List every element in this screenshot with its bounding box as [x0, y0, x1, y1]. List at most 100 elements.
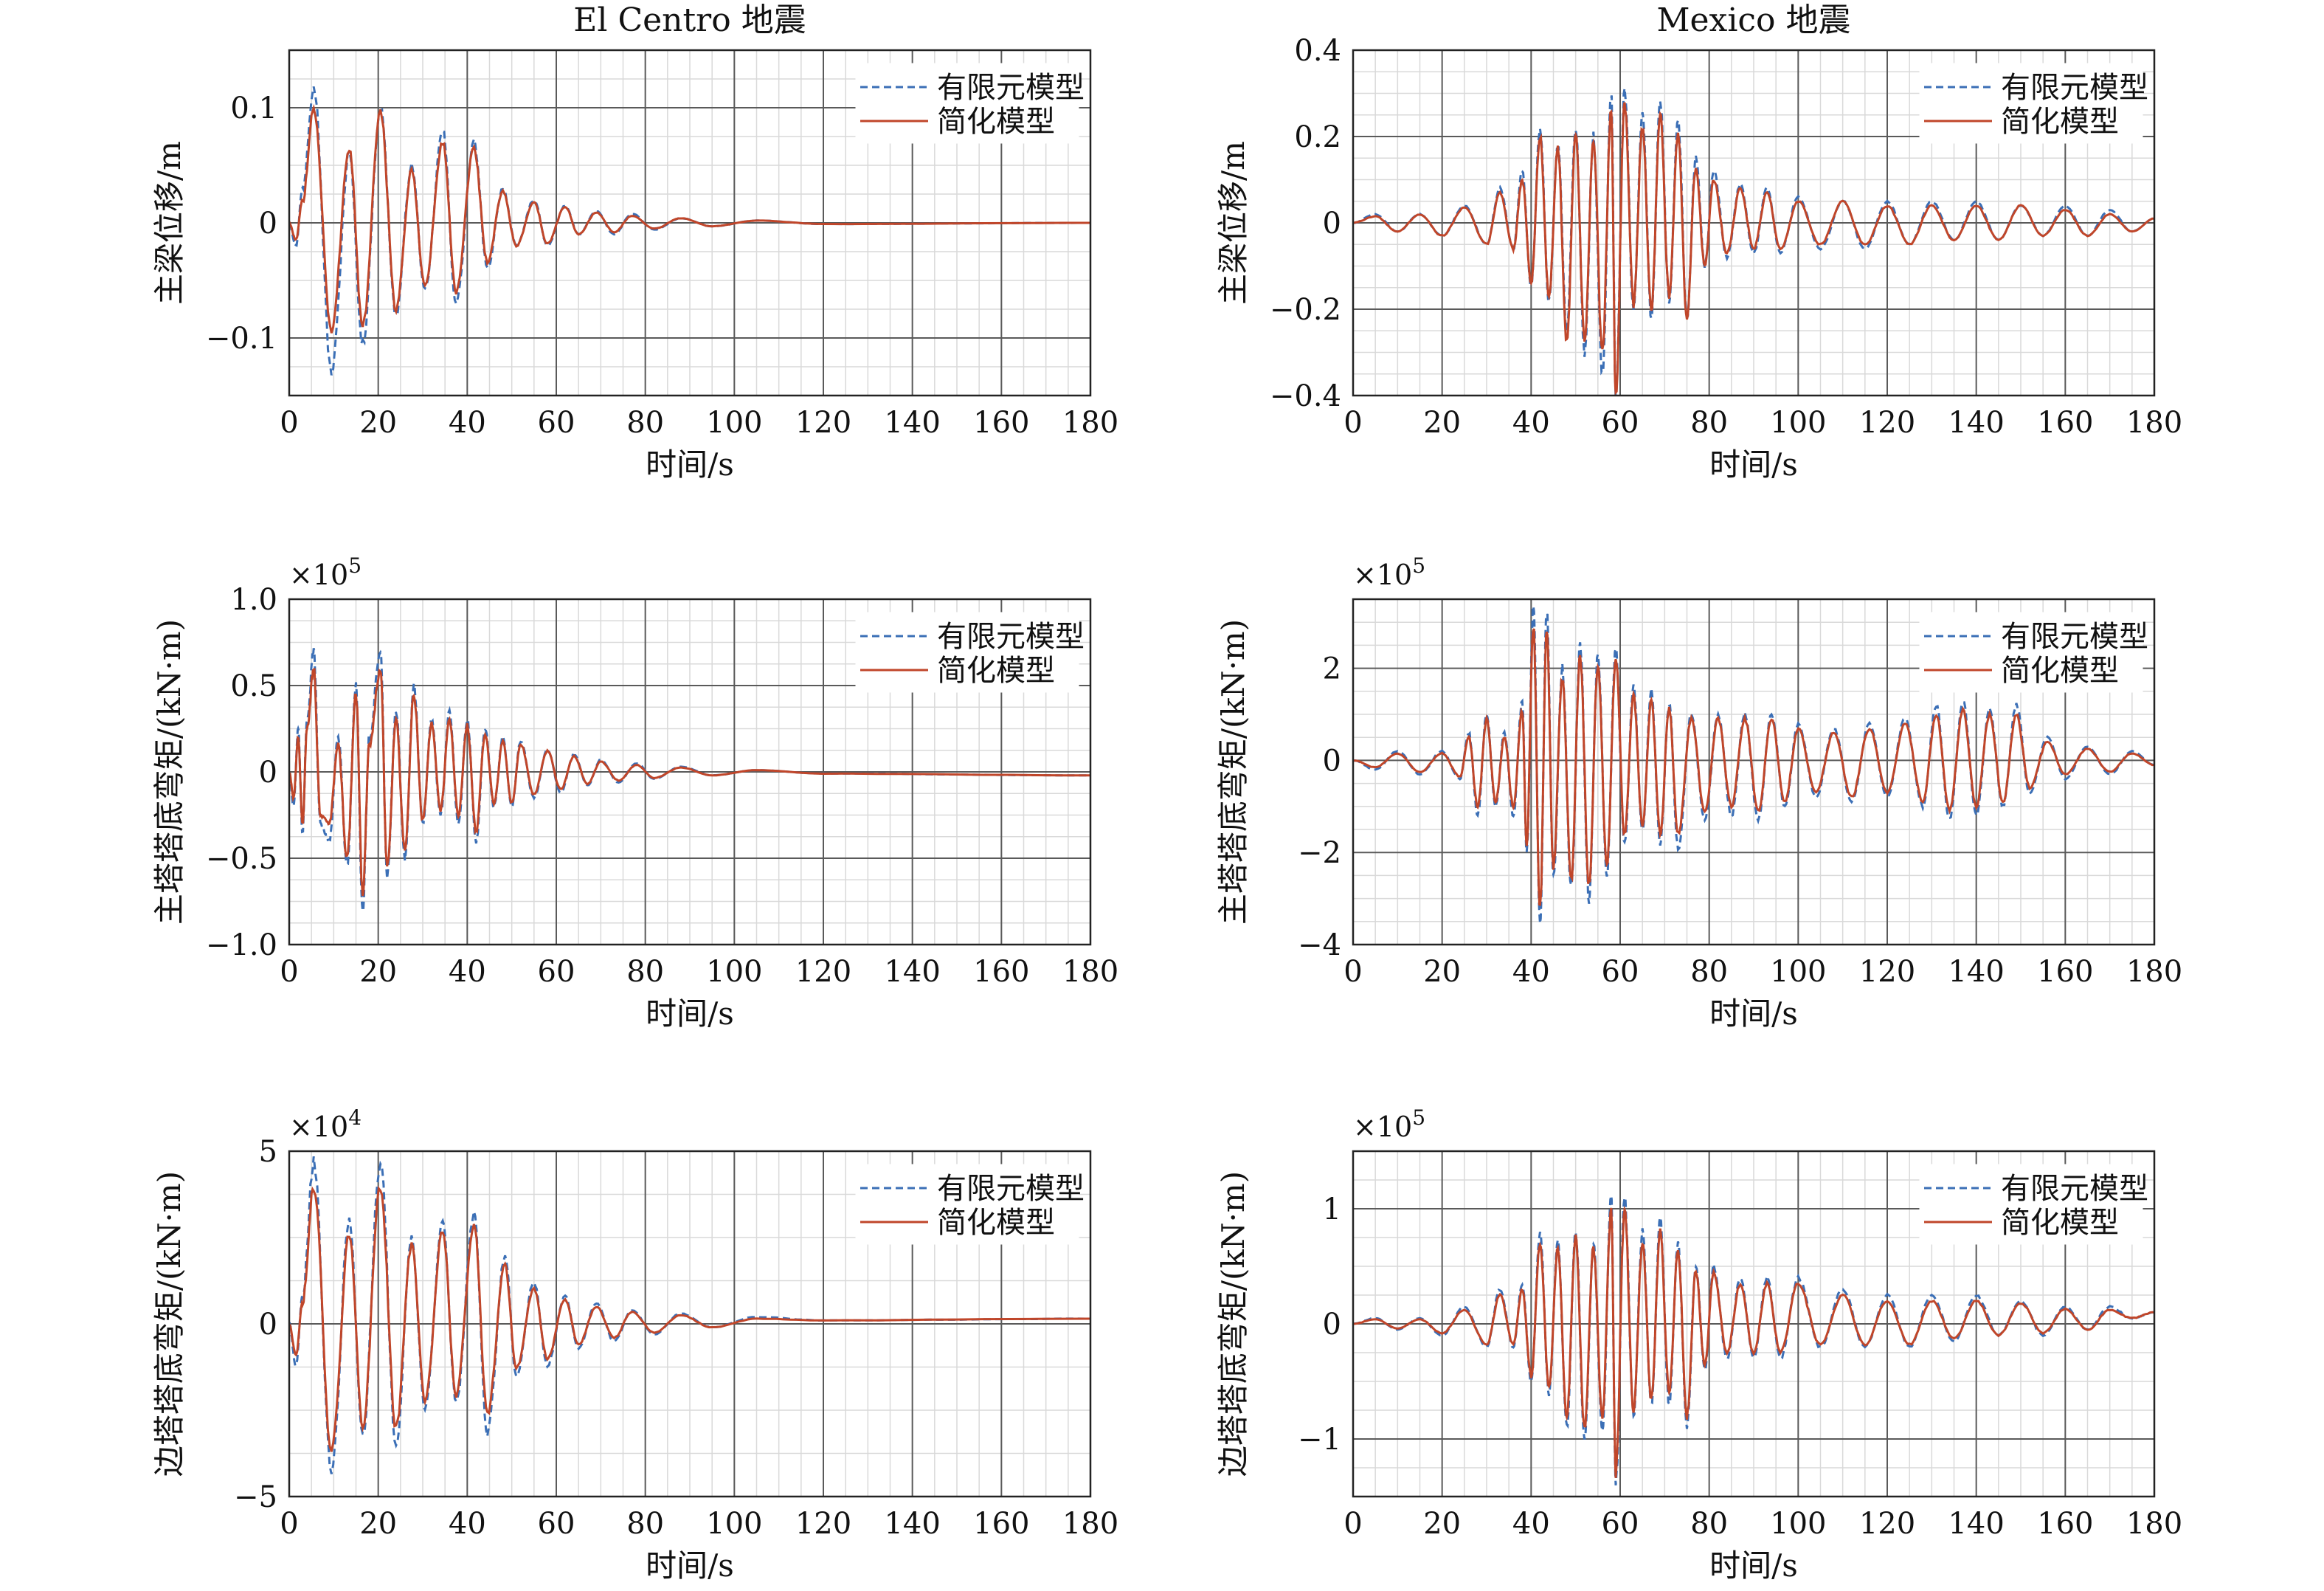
x-tick-label: 60	[538, 955, 575, 989]
x-tick-label: 160	[973, 1507, 1029, 1541]
y-axis-label: 主梁位移/m	[151, 141, 187, 305]
x-tick-label: 160	[973, 955, 1029, 989]
legend-label: 有限元模型	[2001, 620, 2148, 654]
legend-box	[1919, 63, 2143, 144]
x-tick-label: 20	[1423, 406, 1461, 440]
y-tick-label: 0.4	[1294, 34, 1341, 68]
x-tick-label: 160	[2037, 406, 2093, 440]
y-tick-label: 0	[1323, 744, 1341, 778]
x-tick-label: 20	[1423, 1507, 1461, 1541]
x-tick-label: 40	[1512, 406, 1550, 440]
y-axis-label: 主梁位移/m	[1215, 141, 1251, 305]
x-tick-label: 80	[1690, 406, 1728, 440]
y-tick-label: 0.2	[1294, 120, 1341, 154]
x-tick-label: 120	[1859, 1507, 1915, 1541]
x-tick-label: 40	[449, 955, 486, 989]
x-axis-label: 时间/s	[1709, 446, 1798, 483]
axes-frame	[1352, 598, 2156, 946]
chart-panel-elcentro-side-tower: 0 20 40 60 80 100 120 140 160 180−505时间/s边塔塔底弯矩/(…	[151, 1105, 1118, 1584]
panel-title: El Centro 地震	[573, 1, 806, 39]
y-tick-label: −5	[234, 1480, 277, 1514]
legend-box	[1919, 1164, 2143, 1245]
legend-box	[855, 612, 1079, 693]
x-axis-label: 时间/s	[646, 446, 734, 483]
y-tick-label: −0.1	[206, 322, 277, 356]
x-tick-label: 120	[1859, 406, 1915, 440]
panel-title: Mexico 地震	[1656, 1, 1850, 39]
x-tick-label: 100	[1770, 1507, 1826, 1541]
x-tick-label: 80	[626, 406, 664, 440]
y-axis-label: 主塔塔底弯矩/(kN·m)	[1215, 619, 1251, 925]
x-tick-label: 0	[1343, 1507, 1362, 1541]
y-tick-label: 0.1	[230, 92, 277, 125]
legend-label: 简化模型	[937, 654, 1055, 688]
x-tick-label: 140	[1948, 955, 2004, 989]
y-tick-label: 0	[259, 207, 277, 241]
x-tick-label: 60	[1602, 955, 1639, 989]
axis-exponent: ×104	[289, 1105, 362, 1143]
x-tick-label: 100	[706, 406, 762, 440]
x-axis-label: 时间/s	[1709, 1547, 1798, 1584]
x-axis-label: 时间/s	[646, 1547, 734, 1584]
x-axis-label: 时间/s	[646, 995, 734, 1032]
x-tick-label: 20	[359, 406, 397, 440]
x-tick-label: 0	[280, 955, 298, 989]
x-tick-label: 0	[280, 406, 298, 440]
axes-frame	[1352, 49, 2156, 397]
axis-exponent: ×105	[289, 553, 362, 591]
y-tick-label: −0.5	[206, 842, 277, 876]
legend-label: 有限元模型	[2001, 1172, 2148, 1206]
y-tick-label: −1	[1298, 1423, 1341, 1457]
series-line-simplified	[1353, 628, 2154, 906]
y-tick-label: 0	[259, 756, 277, 790]
y-tick-label: 1.0	[230, 583, 277, 617]
x-tick-label: 0	[1343, 955, 1362, 989]
y-tick-label: −2	[1298, 836, 1341, 870]
x-tick-label: 160	[2037, 1507, 2093, 1541]
x-tick-label: 180	[1062, 406, 1118, 440]
x-tick-label: 60	[538, 406, 575, 440]
x-tick-label: 180	[1062, 955, 1118, 989]
legend-box	[855, 63, 1079, 144]
x-tick-label: 80	[1690, 1507, 1728, 1541]
legend-box	[1919, 612, 2143, 693]
x-tick-label: 180	[1062, 1507, 1118, 1541]
x-tick-label: 40	[449, 406, 486, 440]
axes-frame	[288, 1150, 1092, 1498]
x-tick-label: 0	[280, 1507, 298, 1541]
x-tick-label: 80	[1690, 955, 1728, 989]
legend-label: 有限元模型	[937, 1172, 1085, 1206]
chart-panel-mexico-main-tower: 0 20 40 60 80 100 120 140 160 180 −4 −2 0 2 时间/s 主塔塔底弯矩…	[1215, 553, 2182, 1032]
series-line-simplified	[289, 1185, 1090, 1452]
y-axis-label: 边塔塔底弯矩/(kN·m)	[151, 1171, 187, 1477]
y-tick-label: −0.4	[1270, 379, 1341, 413]
x-tick-label: 80	[626, 1507, 664, 1541]
y-axis-label: 主塔塔底弯矩/(kN·m)	[151, 619, 187, 925]
x-tick-label: 120	[795, 955, 851, 989]
x-tick-label: 140	[884, 1507, 940, 1541]
x-tick-label: 120	[1859, 955, 1915, 989]
x-tick-label: 120	[795, 406, 851, 440]
y-tick-label: −4	[1298, 928, 1341, 962]
x-tick-label: 20	[1423, 955, 1461, 989]
axes-frame	[1352, 1150, 2156, 1498]
x-tick-label: 120	[795, 1507, 851, 1541]
x-tick-label: 100	[706, 1507, 762, 1541]
axes-frame	[288, 49, 1092, 397]
x-tick-label: 140	[884, 406, 940, 440]
x-tick-label: 100	[706, 955, 762, 989]
axis-exponent: ×105	[1353, 1105, 1425, 1143]
chart-panel-elcentro-main-tower: 0 20 40 60 80 100 120 140 160 180 −1.0 −0.5 0 0.5 1.0 时…	[151, 553, 1118, 1032]
y-tick-label: 2	[1323, 652, 1341, 686]
x-tick-label: 140	[884, 955, 940, 989]
chart-panel-elcentro-girder: 0 20 40 60 80 100 120 140 160 180 −0.1 0 0.1 时间/s 主梁位移…	[151, 1, 1118, 483]
y-tick-label: 0	[1323, 1308, 1341, 1342]
legend-box	[855, 1164, 1079, 1245]
x-tick-label: 80	[626, 955, 664, 989]
